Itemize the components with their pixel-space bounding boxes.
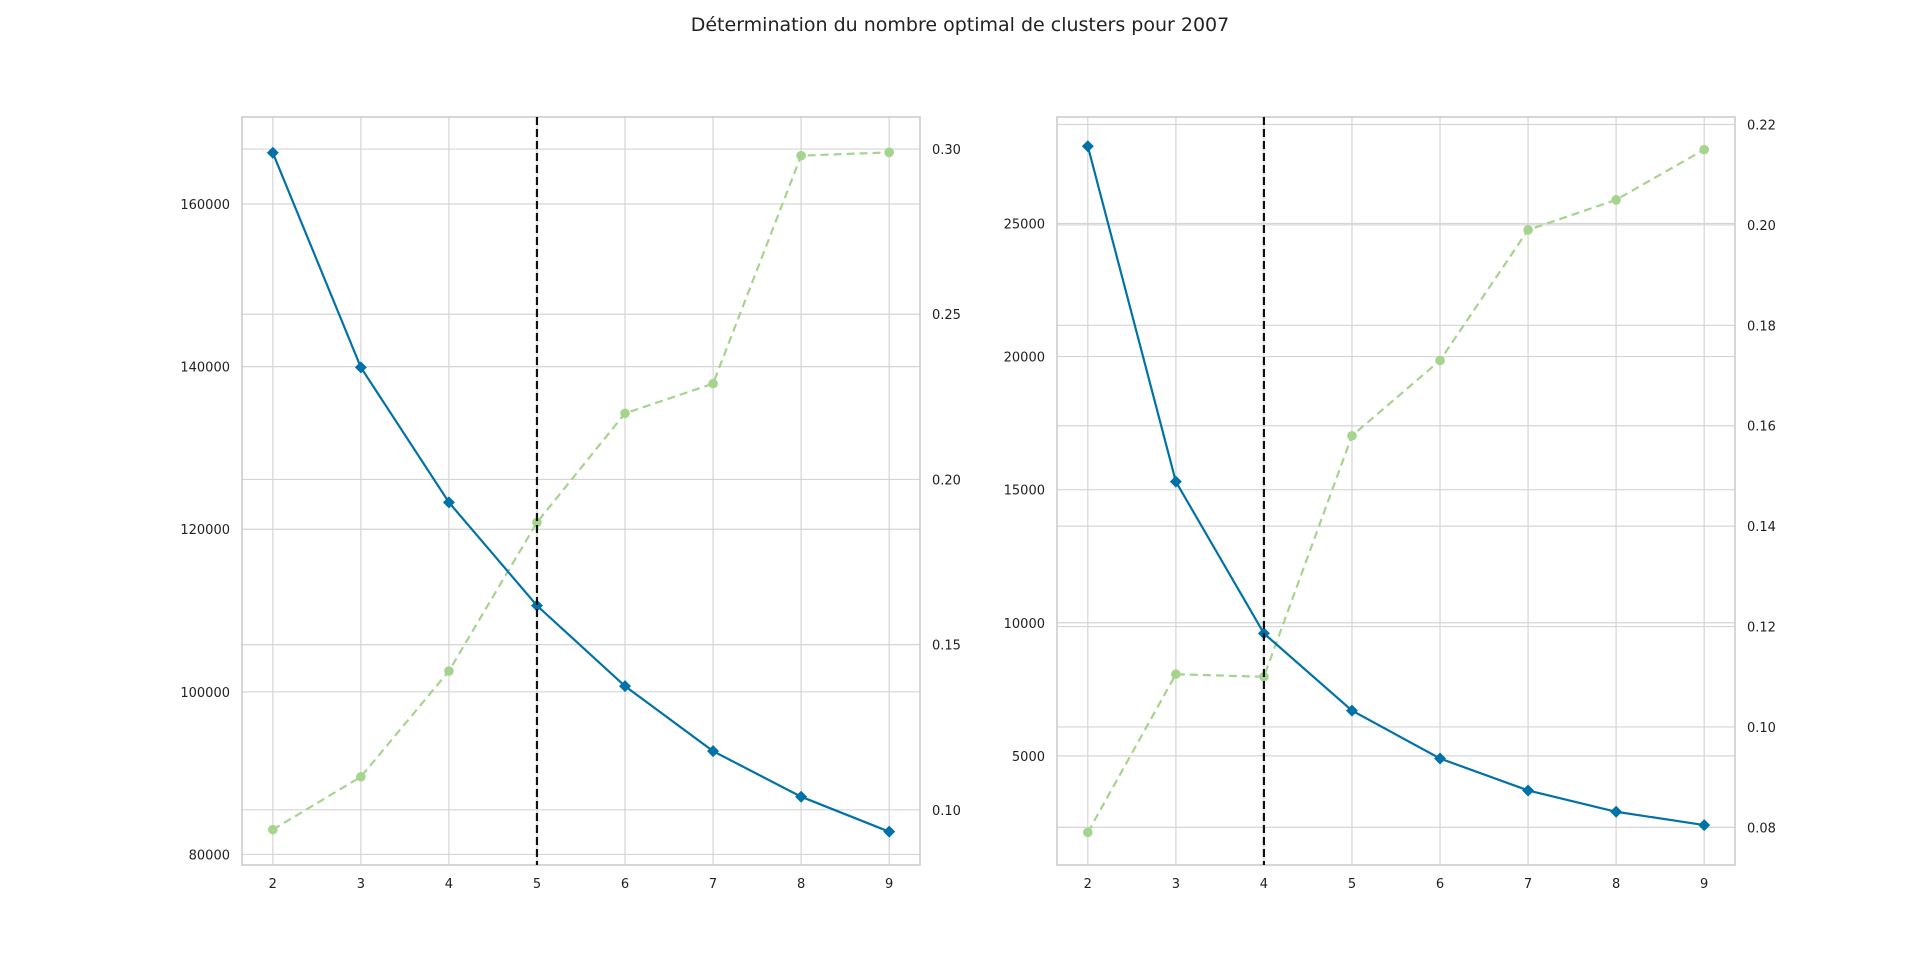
right-y-tick-label: 0.20 [932,473,961,488]
right-y-tick-label: 0.30 [932,143,961,158]
distortion-point [1434,752,1447,765]
right-y-tick-label: 0.08 [1747,821,1776,836]
fit-time-point [1347,430,1357,441]
x-tick-label: 2 [1084,877,1092,892]
x-tick-label: 8 [1612,877,1620,892]
fit-time-point [444,666,454,676]
x-tick-label: 6 [1436,877,1444,892]
right-y-tick-label: 0.25 [932,308,961,323]
figure-title: Détermination du nombre optimal de clust… [690,14,1230,36]
distortion-point [442,496,455,509]
fit-time-line [272,151,890,831]
left-y-tick-label: 80000 [189,848,230,863]
x-tick-label: 7 [1524,877,1532,892]
x-tick-label: 6 [621,877,629,892]
distortion-point [795,790,808,803]
left-y-tick-label: 20000 [1004,351,1045,366]
left-y-tick-label: 100000 [180,686,230,701]
right-y-tick-label: 0.10 [932,804,961,819]
x-tick-label: 7 [709,877,717,892]
left-y-tick-label: 25000 [1004,217,1045,232]
fit-time-point [620,408,630,419]
left-y-tick-label: 10000 [1004,617,1045,632]
right-y-tick-label: 0.18 [1747,319,1776,334]
x-tick-label: 9 [885,877,893,892]
distortion-point [530,599,543,612]
left-y-tick-label: 120000 [180,523,230,538]
x-tick-label: 3 [1172,877,1180,892]
chart-panel-2: 2 3 4 5 6 7 8 9 5000 10000 15000 20000 25000 0.08 0.10… [1004,116,1776,892]
distortion-point [707,745,720,758]
fit-time-point [268,824,278,835]
right-y-tick-label: 0.10 [1747,721,1776,736]
fit-time-point [1083,827,1093,838]
fit-time-point [1611,195,1621,205]
x-tick-label: 4 [1260,877,1268,892]
plot-frame [241,116,921,866]
right-y-tick-label: 0.15 [932,639,961,654]
right-y-tick-label: 0.12 [1747,621,1776,636]
fit-time-point [1171,669,1181,680]
fit-time-point [1435,355,1445,366]
x-tick-label: 9 [1700,877,1708,892]
x-tick-label: 5 [533,877,541,892]
distortion-line [271,152,890,833]
distortion-point [1610,805,1623,818]
fit-time-point [1699,144,1709,155]
distortion-point [1345,704,1358,717]
plot-frame [1056,116,1736,866]
left-y-tick-label: 160000 [180,198,230,213]
right-y-tick-label: 0.20 [1747,219,1776,234]
x-tick-label: 5 [1348,877,1356,892]
left-y-tick-label: 140000 [180,361,230,376]
distortion-point [266,146,279,159]
distortion-line [1086,146,1705,827]
fit-time-line [1086,148,1705,833]
right-y-tick-label: 0.16 [1747,420,1776,435]
x-tick-label: 4 [445,877,453,892]
distortion-point [619,680,632,693]
fit-time-point [796,150,806,161]
chart-panel-1: 2 3 4 5 6 7 8 9 80000 100000 120000 140000 160000 0.1… [180,116,961,892]
distortion-point [1169,475,1182,488]
x-tick-label: 2 [269,877,277,892]
distortion-point [1522,784,1535,797]
left-y-tick-label: 15000 [1004,484,1045,499]
distortion-point [354,361,367,374]
distortion-point [1698,819,1711,832]
fit-time-point [708,378,718,389]
fit-time-point [884,147,894,158]
fit-time-point [532,517,542,528]
left-y-tick-label: 5000 [1012,750,1045,765]
x-tick-label: 3 [357,877,365,892]
fit-time-point [356,771,366,782]
right-y-tick-label: 0.14 [1747,520,1776,535]
fit-time-point [1523,225,1533,235]
distortion-point [883,825,896,838]
distortion-point [1081,140,1094,153]
right-y-tick-label: 0.22 [1747,119,1776,134]
x-tick-label: 8 [797,877,805,892]
